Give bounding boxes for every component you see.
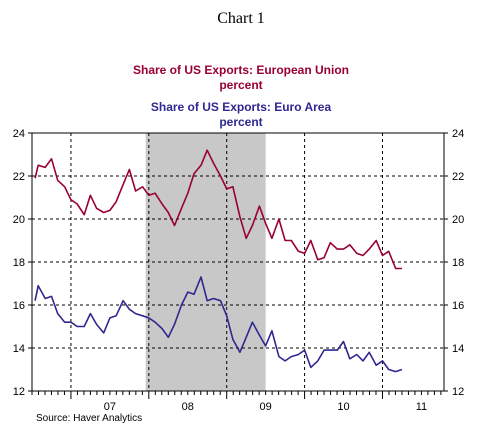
- series-line-euro-area: [34, 276, 403, 373]
- legend-european-union-label: Share of US Exports: European Union: [132, 63, 350, 77]
- y-tick-label-left: 16: [13, 300, 25, 312]
- plot-frame: [31, 132, 445, 392]
- y-tick-label-right: 12: [452, 386, 464, 398]
- legend-euro-area: Share of US Exports: Euro Area percent: [0, 100, 482, 130]
- legend-euro-area-label: Share of US Exports: Euro Area: [150, 100, 332, 114]
- y-tick-label-right: 14: [452, 343, 464, 355]
- x-tick-label: 10: [337, 401, 349, 413]
- x-tick-label: 11: [416, 401, 427, 413]
- x-tick-label: 07: [104, 401, 116, 413]
- y-tick-label-right: 18: [452, 257, 464, 269]
- series-line-european-union: [34, 149, 402, 270]
- y-tick-label-right: 22: [452, 171, 464, 183]
- x-tick-label: 08: [182, 401, 194, 413]
- y-tick-label-left: 24: [13, 128, 25, 140]
- source-note: Source: Haver Analytics: [36, 413, 143, 424]
- recession-shading: [145, 133, 266, 391]
- y-tick-label-left: 22: [13, 171, 25, 183]
- x-tick-label: 09: [260, 401, 272, 413]
- legend-euro-area-unit: percent: [219, 115, 263, 129]
- legend-european-union-unit: percent: [219, 78, 263, 92]
- y-tick-label-left: 20: [13, 214, 25, 226]
- y-tick-label-right: 16: [452, 300, 464, 312]
- chart-title: Chart 1: [217, 10, 265, 27]
- y-tick-label-right: 24: [452, 128, 464, 140]
- y-tick-label-left: 14: [13, 343, 25, 355]
- y-tick-label-left: 18: [13, 257, 25, 269]
- y-tick-label-right: 20: [452, 214, 464, 226]
- legend-european-union: Share of US Exports: European Union perc…: [0, 63, 482, 93]
- y-tick-label-left: 12: [13, 386, 25, 398]
